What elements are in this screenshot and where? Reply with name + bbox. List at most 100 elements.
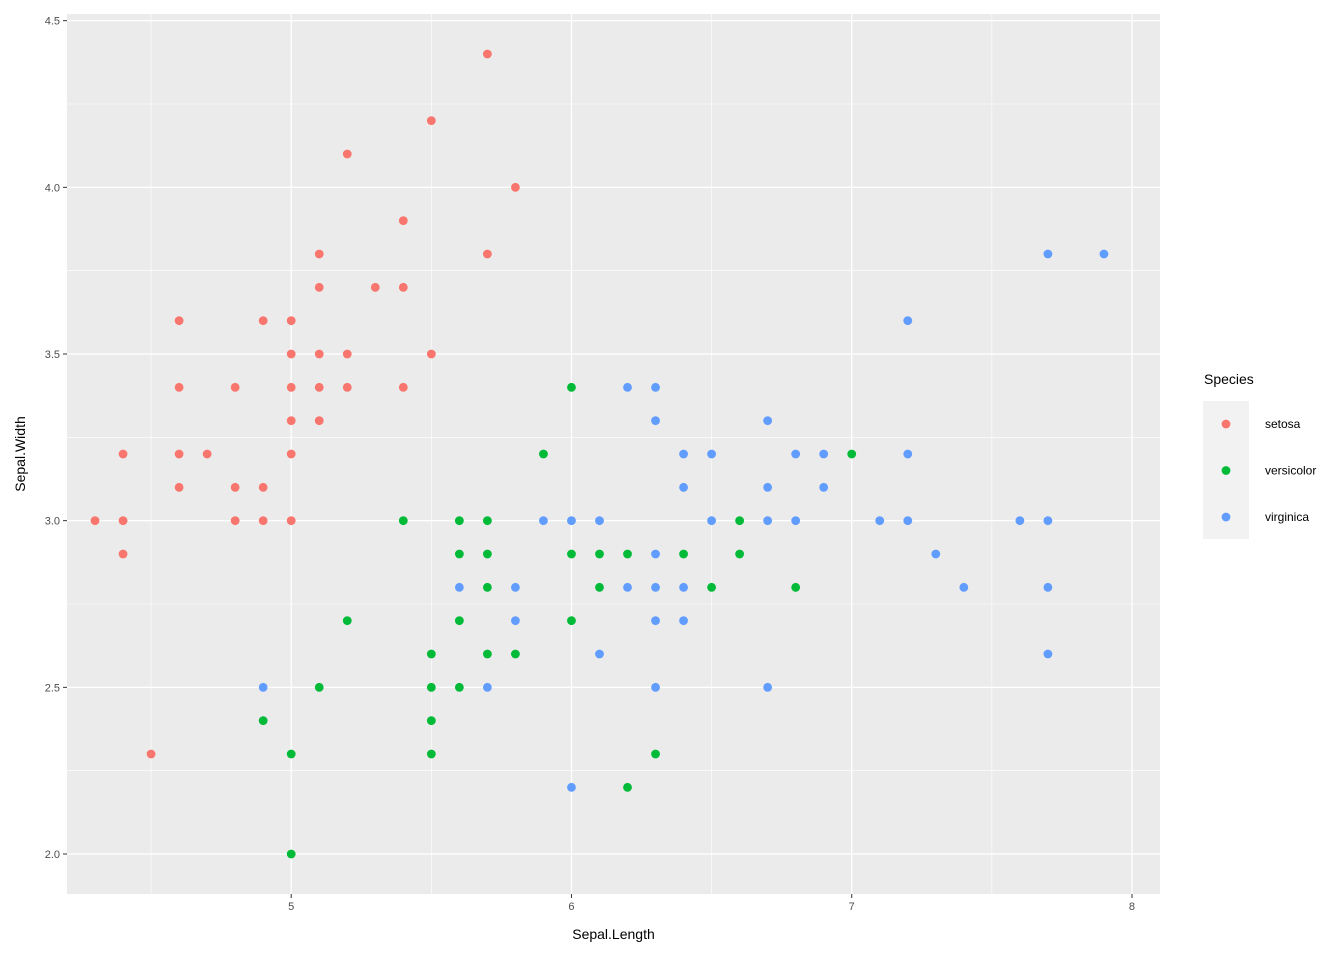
point-virginica (1043, 516, 1053, 526)
point-virginica (679, 482, 688, 492)
point-virginica (959, 582, 969, 592)
point-setosa (174, 449, 184, 459)
point-virginica (763, 682, 773, 692)
x-axis-title: Sepal.Length (572, 926, 655, 942)
y-tick-label: 3.0 (45, 516, 60, 528)
legend-label-versicolor: versicolor (1265, 464, 1316, 478)
point-virginica (791, 516, 801, 526)
point-virginica (567, 516, 576, 526)
point-versicolor (286, 849, 296, 859)
point-setosa (286, 449, 296, 459)
point-setosa (314, 349, 324, 359)
point-virginica (1099, 249, 1109, 259)
point-setosa (314, 282, 324, 292)
point-virginica (931, 549, 941, 559)
point-virginica (763, 482, 773, 492)
point-setosa (398, 282, 408, 292)
point-virginica (763, 516, 773, 526)
y-tick-label: 2.0 (45, 849, 60, 861)
point-versicolor (567, 616, 576, 626)
y-tick-label: 3.5 (45, 349, 60, 361)
y-tick-label: 4.0 (45, 182, 60, 194)
point-setosa (118, 449, 128, 459)
point-versicolor (623, 782, 632, 792)
point-virginica (1043, 249, 1053, 259)
point-versicolor (454, 682, 464, 692)
point-setosa (314, 416, 324, 426)
point-versicolor (482, 516, 492, 526)
point-setosa (118, 516, 128, 526)
legend-key-versicolor (1221, 466, 1231, 475)
point-setosa (202, 449, 212, 459)
point-versicolor (398, 516, 408, 526)
point-setosa (286, 416, 296, 426)
point-versicolor (482, 582, 492, 592)
point-virginica (651, 582, 660, 592)
point-versicolor (847, 449, 857, 459)
point-setosa (511, 182, 520, 192)
point-versicolor (454, 516, 464, 526)
point-setosa (370, 282, 380, 292)
x-tick-label: 6 (568, 901, 574, 913)
point-setosa (174, 316, 184, 326)
point-virginica (511, 616, 520, 626)
point-virginica (679, 582, 688, 592)
point-virginica (595, 649, 604, 659)
point-virginica (454, 582, 464, 592)
point-virginica (903, 516, 913, 526)
point-setosa (174, 482, 184, 492)
point-setosa (230, 482, 240, 492)
point-setosa (398, 382, 408, 392)
point-setosa (398, 216, 408, 226)
legend-key-virginica (1221, 512, 1231, 522)
y-tick-label: 4.5 (45, 16, 60, 28)
point-versicolor (595, 582, 604, 592)
point-versicolor (426, 716, 436, 726)
point-setosa (286, 516, 296, 526)
point-versicolor (342, 616, 352, 626)
point-versicolor (679, 549, 688, 559)
point-setosa (342, 349, 352, 359)
point-setosa (174, 382, 184, 392)
point-virginica (651, 549, 660, 559)
point-virginica (651, 416, 660, 426)
point-setosa (482, 49, 492, 59)
legend-label-virginica: virginica (1265, 510, 1309, 524)
point-versicolor (651, 749, 660, 759)
point-virginica (791, 449, 801, 459)
legend-title: Species (1204, 371, 1254, 387)
x-axis: 5 6 7 8 (288, 894, 1135, 913)
point-virginica (903, 449, 913, 459)
data-points (90, 49, 1109, 859)
point-virginica (539, 516, 548, 526)
x-tick-label: 8 (1129, 901, 1135, 913)
point-virginica (679, 449, 688, 459)
point-versicolor (482, 649, 492, 659)
point-setosa (342, 382, 352, 392)
point-virginica (595, 516, 604, 526)
point-setosa (230, 382, 240, 392)
y-axis-title: Sepal.Width (12, 416, 28, 491)
point-versicolor (511, 649, 520, 659)
legend-key-setosa (1221, 419, 1231, 429)
point-virginica (651, 382, 660, 392)
major-gridlines (67, 14, 1160, 894)
point-virginica (567, 782, 576, 792)
point-setosa (286, 316, 296, 326)
point-setosa (146, 749, 156, 759)
point-setosa (426, 116, 436, 126)
point-virginica (511, 582, 520, 592)
point-virginica (819, 449, 829, 459)
point-setosa (258, 316, 268, 326)
point-virginica (903, 316, 913, 326)
point-setosa (90, 516, 100, 526)
point-versicolor (426, 749, 436, 759)
point-virginica (707, 516, 716, 526)
point-virginica (623, 382, 632, 392)
point-versicolor (735, 549, 745, 559)
point-virginica (258, 682, 268, 692)
point-versicolor (539, 449, 548, 459)
point-setosa (482, 249, 492, 259)
legend: Species setosa versicolor virginica (1203, 371, 1316, 539)
